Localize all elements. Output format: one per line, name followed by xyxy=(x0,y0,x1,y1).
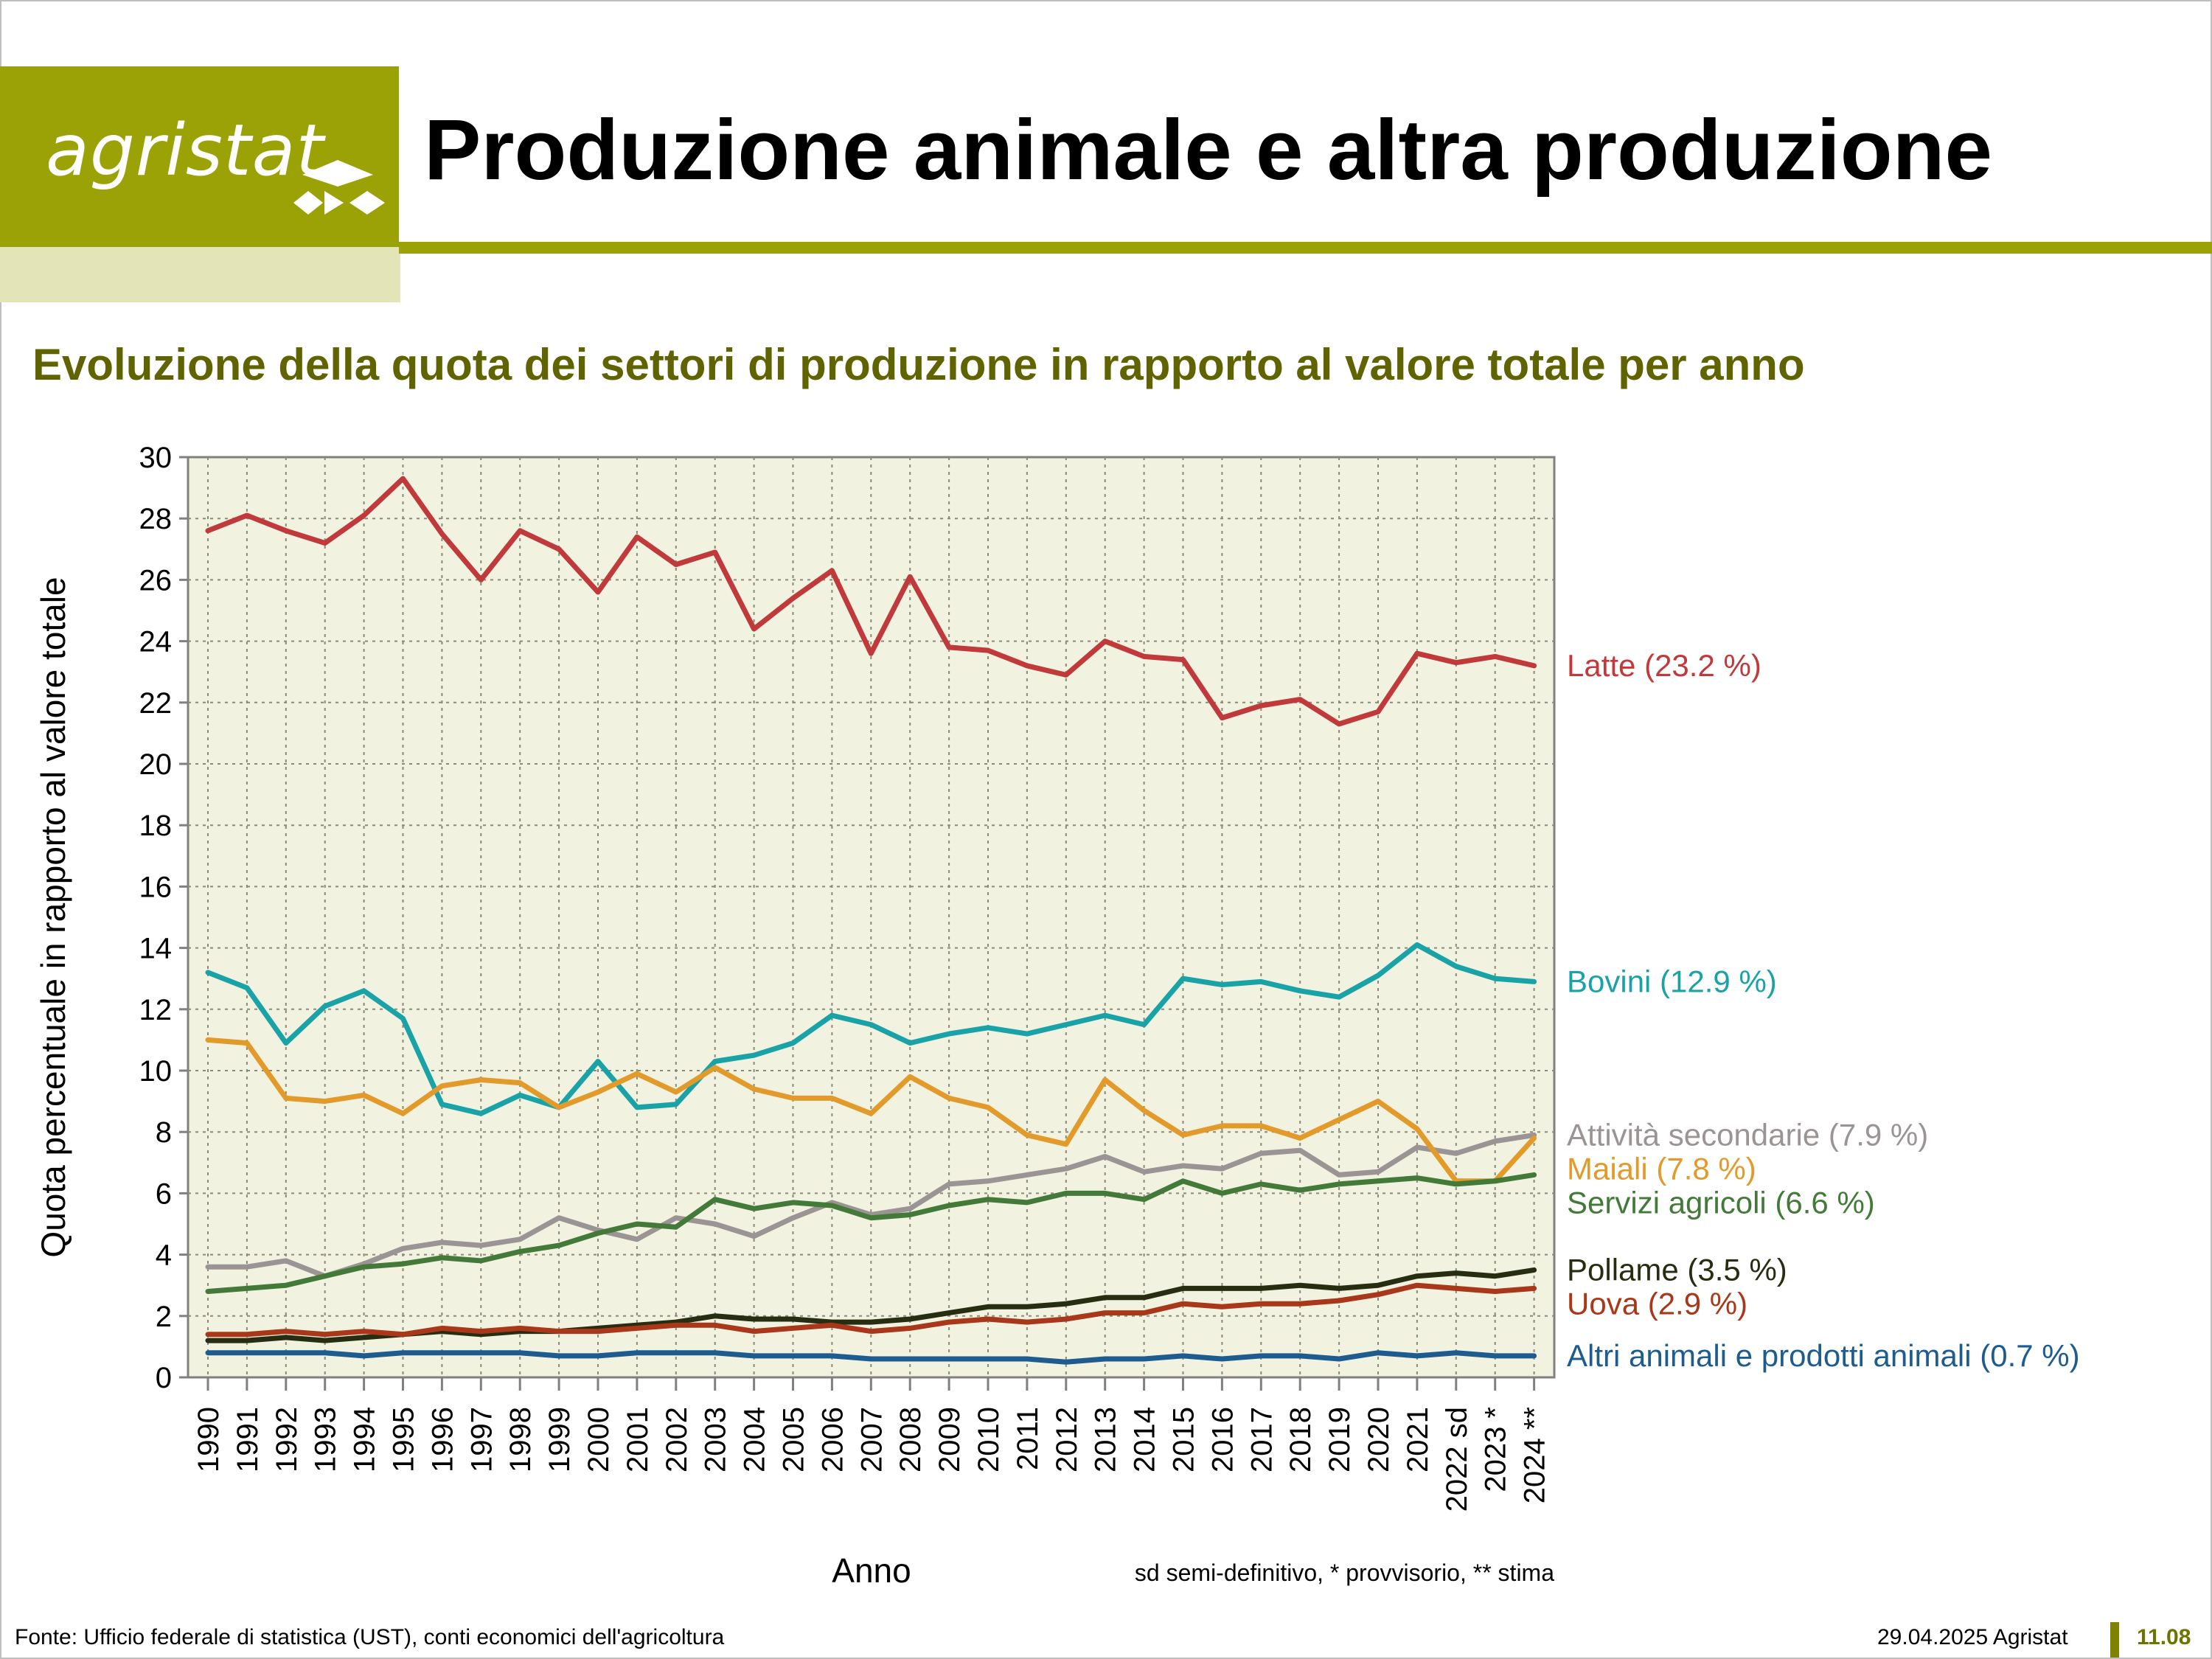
x-tick-label: 2000 xyxy=(582,1407,615,1472)
y-tick-label: 4 xyxy=(156,1239,172,1272)
series-line-2 xyxy=(205,1132,1537,1279)
y-axis-title: Quota percentuale in rapporto al valore … xyxy=(34,577,72,1257)
logo-text: agristat xyxy=(46,109,325,192)
x-tick-label: 2007 xyxy=(855,1407,888,1472)
series-label: Bovini (12.9 %) xyxy=(1567,964,1777,998)
x-tick-label: 1997 xyxy=(465,1407,498,1472)
series-line-4 xyxy=(205,1172,1537,1294)
x-tick-label: 2008 xyxy=(894,1407,927,1472)
series-line-7 xyxy=(205,1350,1537,1365)
x-tick-label: 2021 xyxy=(1402,1407,1434,1472)
chart-note: sd semi-definitivo, * provvisorio, ** st… xyxy=(1135,1559,1554,1586)
header-rule xyxy=(399,242,2212,254)
x-tick-label: 1998 xyxy=(504,1407,537,1472)
chart-subtitle: Evoluzione della quota dei settori di pr… xyxy=(32,340,1805,389)
x-tick-label: 1991 xyxy=(232,1407,264,1472)
x-tick-label: 2020 xyxy=(1363,1407,1395,1472)
y-tick-label: 28 xyxy=(139,503,173,535)
x-tick-label: 2006 xyxy=(816,1407,849,1472)
series-line-0 xyxy=(205,476,1537,727)
footer-date: 29.04.2025 Agristat xyxy=(1877,1625,2068,1649)
page-number: 11.08 xyxy=(2137,1625,2191,1649)
x-tick-label: 2001 xyxy=(622,1407,654,1472)
series-label: Uova (2.9 %) xyxy=(1567,1286,1747,1321)
x-tick-label: 2009 xyxy=(933,1407,966,1472)
logo-accent-band xyxy=(0,247,400,302)
series-label: Pollame (3.5 %) xyxy=(1567,1252,1787,1287)
page-title: Produzione animale e altra produzione xyxy=(424,102,1993,198)
x-tick-label: 2010 xyxy=(973,1407,1005,1472)
x-tick-label: 1996 xyxy=(426,1407,459,1472)
y-tick-label: 14 xyxy=(139,933,173,965)
series-label: Altri animali e prodotti animali (0.7 %) xyxy=(1567,1338,2080,1373)
logo-diamond-icon xyxy=(293,160,385,215)
x-axis-title: Anno xyxy=(832,1551,911,1590)
x-tick-label: 2012 xyxy=(1051,1407,1083,1472)
y-tick-label: 24 xyxy=(139,626,173,658)
x-tick-label: 2024 ** xyxy=(1519,1407,1551,1503)
x-tick-label: 2005 xyxy=(778,1407,810,1472)
footer-source: Fonte: Ufficio federale di statistica (U… xyxy=(15,1625,725,1649)
y-tick-label: 16 xyxy=(139,871,173,903)
x-tick-label: 2015 xyxy=(1168,1407,1200,1472)
series-line-6 xyxy=(205,1282,1537,1338)
x-tick-label: 2023 * xyxy=(1480,1407,1512,1492)
x-tick-label: 1990 xyxy=(192,1407,225,1472)
y-tick-label: 22 xyxy=(139,687,173,720)
x-tick-label: 1995 xyxy=(388,1407,420,1472)
x-tick-label: 2014 xyxy=(1129,1407,1161,1472)
y-tick-label: 2 xyxy=(156,1301,172,1333)
series-line-3 xyxy=(205,1037,1537,1184)
x-tick-label: 1993 xyxy=(310,1407,342,1472)
y-tick-label: 8 xyxy=(156,1116,172,1149)
x-tick-label: 1992 xyxy=(271,1407,303,1472)
x-tick-label: 2017 xyxy=(1245,1407,1278,1472)
series-label: Maiali (7.8 %) xyxy=(1567,1151,1756,1186)
x-tick-label: 2011 xyxy=(1012,1407,1044,1470)
x-tick-label: 2018 xyxy=(1284,1407,1317,1472)
x-tick-label: 1994 xyxy=(349,1407,381,1472)
series-label: Latte (23.2 %) xyxy=(1567,648,1761,683)
y-tick-label: 20 xyxy=(139,748,173,781)
x-tick-label: 2003 xyxy=(700,1407,732,1472)
series-label: Servizi agricoli (6.6 %) xyxy=(1567,1185,1875,1220)
x-tick-label: 1999 xyxy=(543,1407,576,1472)
agristat-logo xyxy=(0,66,399,247)
y-tick-label: 6 xyxy=(156,1178,172,1210)
x-tick-label: 2022 sd xyxy=(1441,1407,1473,1512)
y-tick-label: 26 xyxy=(139,564,173,597)
y-tick-label: 0 xyxy=(156,1362,172,1394)
footer-divider xyxy=(2110,1622,2119,1658)
x-tick-label: 2002 xyxy=(661,1407,693,1472)
series-label: Attività secondarie (7.9 %) xyxy=(1567,1117,1928,1152)
y-tick-label: 10 xyxy=(139,1055,173,1088)
y-tick-label: 30 xyxy=(139,442,173,474)
x-tick-label: 2016 xyxy=(1206,1407,1239,1472)
x-tick-label: 2019 xyxy=(1324,1407,1356,1472)
y-tick-label: 18 xyxy=(139,810,173,842)
x-tick-label: 2004 xyxy=(739,1407,771,1472)
x-tick-label: 2013 xyxy=(1090,1407,1122,1472)
series-line-1 xyxy=(205,942,1537,1116)
y-tick-label: 12 xyxy=(139,994,173,1026)
